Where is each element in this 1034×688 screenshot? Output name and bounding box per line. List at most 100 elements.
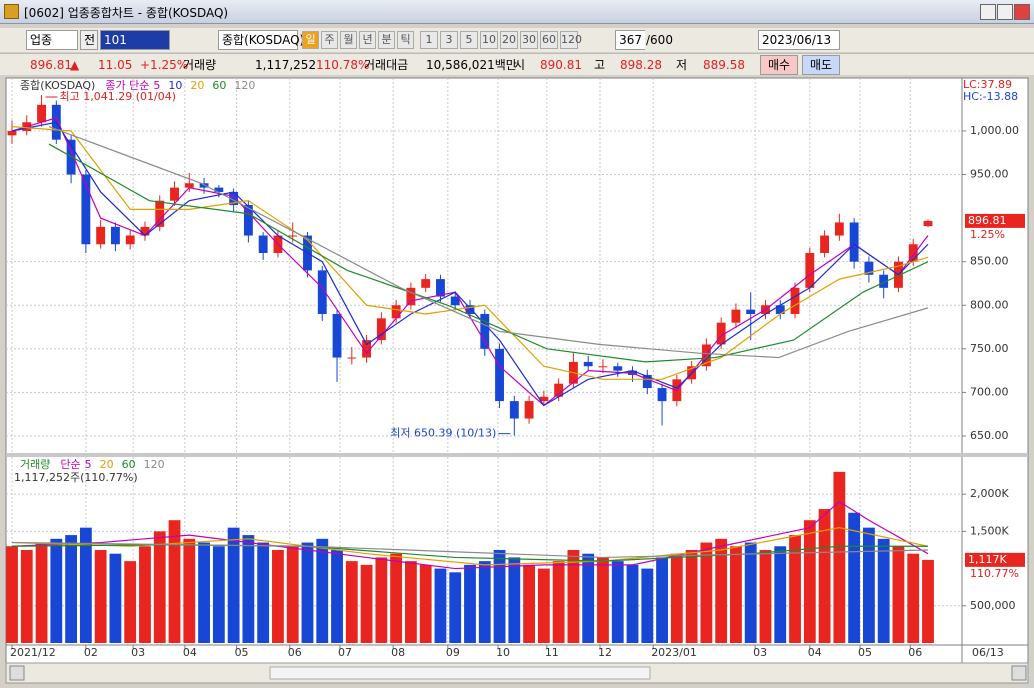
candle-body [879, 274, 889, 288]
y-tick-label: 750.00 [970, 342, 1009, 355]
ma-line [11, 500, 929, 570]
candle-body [96, 226, 106, 245]
volume-bar [803, 520, 816, 643]
lc-label: LC:37.89 [963, 78, 1012, 91]
legend-entry: 5 [153, 79, 160, 92]
ma-line [11, 527, 929, 566]
volume-bar [124, 561, 137, 643]
maximize[interactable] [997, 4, 1013, 20]
app-icon [4, 4, 19, 19]
candle-body [790, 287, 800, 314]
toolbar-tab[interactable]: 분 [378, 31, 395, 49]
candle-body [391, 305, 401, 319]
volume-value: 1,117,252주(110.77%) [14, 471, 138, 484]
candle-body [376, 318, 386, 341]
open-label: 시 [514, 58, 526, 72]
volume-bar [79, 527, 92, 643]
ma-line [11, 121, 929, 407]
volume-bar [153, 531, 166, 643]
scroll-right[interactable] [1011, 665, 1027, 681]
scroll-thumb[interactable] [269, 666, 651, 680]
volume-bar [464, 564, 476, 643]
legend-entry: 20 [190, 79, 204, 92]
y-tick-label: 800.00 [970, 298, 1009, 311]
candle-body [110, 226, 120, 245]
legend-entry: 60 [212, 79, 226, 92]
volume-bar [404, 561, 417, 643]
toolbar-tab[interactable]: 5 [460, 31, 478, 49]
legend-entry: 60 [122, 458, 136, 471]
volume-bar [774, 546, 787, 643]
y-tick-label: 500,000 [970, 599, 1016, 612]
volume-bar [109, 553, 122, 643]
volume-bar [862, 527, 875, 643]
date-input[interactable]: 2023/06/13 [758, 30, 840, 50]
code-input[interactable]: 101 [100, 30, 170, 50]
volume-bar [50, 538, 63, 643]
bar-count[interactable]: 367 [615, 30, 645, 50]
toolbar-tab[interactable]: 주 [321, 31, 338, 49]
toolbar-tab[interactable]: 틱 [397, 31, 414, 49]
candle-body [495, 348, 504, 402]
toolbar-tab[interactable]: 3 [440, 31, 458, 49]
volume-bar [892, 546, 905, 643]
toolbar-tab[interactable]: 년 [359, 31, 376, 49]
candle-body [81, 174, 91, 245]
minimize[interactable] [980, 4, 996, 20]
candle-body [229, 191, 239, 206]
candle-body [746, 309, 756, 314]
candle-body [539, 396, 549, 402]
volume-bar [759, 549, 772, 643]
toolbar-tab[interactable]: 월 [340, 31, 357, 49]
prev-button[interactable]: 전 [80, 30, 98, 50]
x-tick-label: 12 [598, 646, 612, 659]
candle-body [923, 220, 933, 227]
toolbar-tab[interactable]: 60 [540, 31, 558, 49]
candle-body [170, 187, 179, 201]
panel-divider [6, 453, 1028, 457]
volume-bar [641, 568, 654, 643]
candle-body [465, 305, 475, 314]
market-select[interactable]: 업종 [26, 30, 78, 50]
sell-button[interactable]: 매도 [802, 55, 840, 75]
volume-bar [257, 542, 270, 643]
candle-body [716, 322, 726, 345]
toolbar-tab[interactable]: 1 [420, 31, 438, 49]
candle-body [421, 279, 431, 288]
candle-body [834, 222, 844, 236]
toolbar-tab[interactable]: 30 [520, 31, 538, 49]
candle-body [731, 309, 741, 323]
candle-body [583, 361, 593, 367]
x-tick-label: 2021/12 [10, 646, 56, 659]
volume-bar [449, 572, 462, 643]
toolbar-tab[interactable]: 20 [500, 31, 518, 49]
volume-bar [183, 538, 196, 643]
candle-body [598, 366, 608, 368]
volume-bar [390, 553, 403, 643]
volume: 1,117,252 [255, 58, 317, 72]
candle-body [7, 130, 17, 136]
candle-body [37, 104, 46, 123]
volume-bar [65, 535, 78, 643]
toolbar-tab[interactable]: 10 [480, 31, 498, 49]
candle-body [642, 374, 652, 389]
candle-body [125, 235, 135, 245]
volume-bar [493, 549, 506, 643]
candle-body [509, 401, 519, 419]
legend-title: 종합(KOSDAQ) [20, 79, 95, 92]
toolbar-tab[interactable]: 120 [560, 31, 582, 49]
x-tick-label: 09 [446, 646, 460, 659]
y-tick-label: 850.00 [970, 255, 1009, 268]
toolbar-tab[interactable]: 일 [302, 31, 319, 49]
candle-body [524, 401, 534, 419]
x-tick-label: 02 [84, 646, 98, 659]
last-value: 1,117K [968, 553, 1007, 566]
annotation-max: 최고 1,041.29 (01/04) [60, 90, 177, 103]
legend-entry: 10 [168, 79, 182, 92]
buy-button[interactable]: 매수 [760, 55, 798, 75]
close[interactable] [1014, 4, 1030, 20]
x-tick-label: 03 [753, 646, 767, 659]
high: 898.28 [620, 58, 662, 72]
scroll-left[interactable] [9, 665, 25, 681]
ma-line [11, 126, 929, 380]
